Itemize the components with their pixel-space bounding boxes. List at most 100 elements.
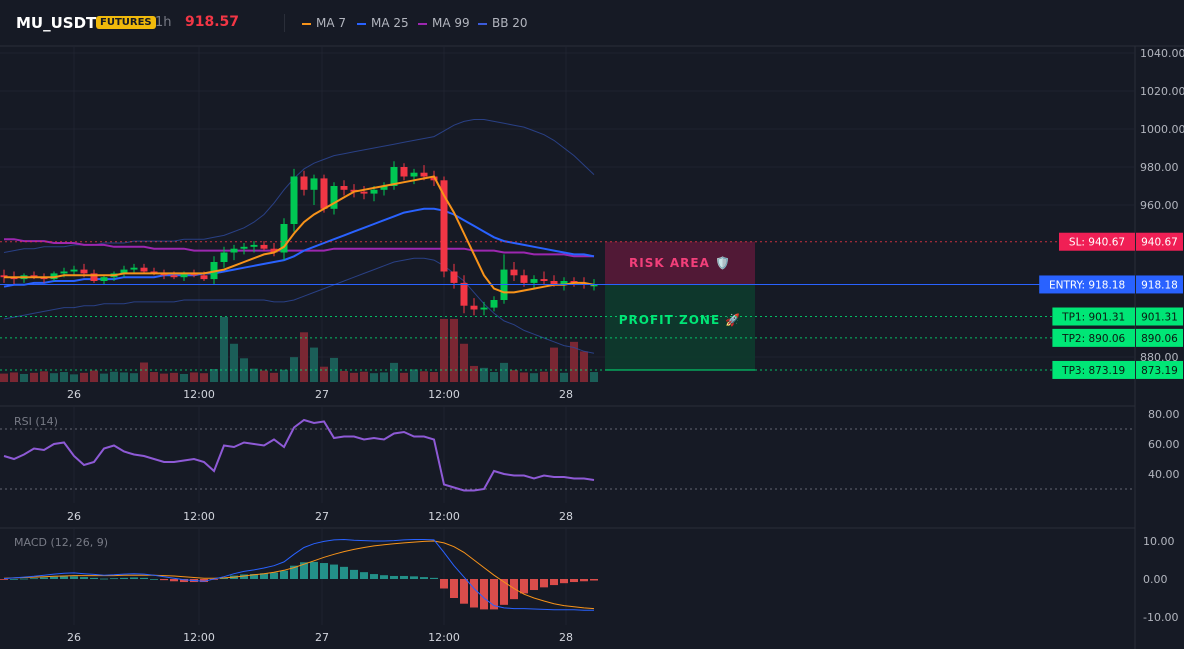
macd-histogram-bar (320, 563, 328, 579)
candle-body (410, 172, 418, 177)
volume-bar (470, 365, 478, 382)
macd-histogram-bar (450, 579, 458, 598)
macd-histogram-bar (170, 579, 178, 582)
volume-bar (580, 351, 588, 382)
volume-bar (450, 318, 458, 382)
volume-bar (540, 371, 548, 382)
macd-histogram-bar (590, 579, 598, 581)
candle-body (200, 275, 208, 280)
volume-bar (120, 372, 128, 382)
volume-bar (100, 373, 108, 382)
macd-histogram-bar (110, 578, 118, 580)
macd-histogram-bar (420, 577, 428, 579)
bb-lower-line (3, 257, 595, 354)
volume-bar (560, 372, 568, 382)
volume-bar (320, 366, 328, 382)
legend-label-ma25: MA 25 (371, 16, 409, 30)
volume-bar (90, 370, 98, 382)
legend-ma99[interactable]: MA 99 (418, 16, 470, 30)
macd-histogram-bar (360, 572, 368, 579)
level-price-tag (1136, 328, 1183, 347)
candle-body (310, 178, 318, 190)
volume-bar (420, 371, 428, 382)
macd-histogram-bar (90, 577, 98, 579)
volume-bar (80, 372, 88, 382)
candle-body (80, 269, 88, 274)
level-price-label: 918.18 (1141, 279, 1178, 291)
price-tick-label: 960.00 (1140, 199, 1179, 212)
rsi-tick-label: 60.00 (1148, 438, 1180, 451)
macd-histogram-bar (330, 564, 338, 579)
volume-bar (530, 373, 538, 382)
volume-bar (140, 362, 148, 382)
level-tag-label: SL: 940.67 (1069, 237, 1125, 249)
volume-bar (110, 371, 118, 382)
volume-bar (350, 372, 358, 382)
candle-body (540, 279, 548, 281)
level-price-label: 873.19 (1141, 365, 1178, 377)
legend-ma7[interactable]: MA 7 (302, 16, 346, 30)
macd-histogram-bar (200, 579, 208, 583)
volume-bar (50, 373, 58, 382)
candle-body (460, 282, 468, 306)
level-tag-entry (1039, 275, 1135, 294)
symbol-title[interactable]: MU_USDT (16, 14, 97, 32)
candle-body (450, 271, 458, 283)
volume-bar (230, 343, 238, 382)
candle-body (390, 167, 398, 186)
volume-bar (520, 372, 528, 382)
timeframe-selector[interactable]: 1h (155, 15, 172, 30)
macd-histogram-bar (400, 575, 408, 579)
ma99-line (4, 238, 594, 258)
macd-tick-label: 10.00 (1143, 535, 1175, 548)
volume-bar (210, 369, 218, 382)
macd-histogram-bar (40, 577, 48, 579)
candle-body (330, 186, 338, 209)
candle-body (300, 176, 308, 190)
volume-bar (10, 372, 18, 382)
risk-zone (605, 241, 755, 285)
x-axis-label: 28 (559, 388, 573, 401)
level-tag-label: TP2: 890.06 (1061, 333, 1125, 345)
macd-histogram-bar (20, 578, 28, 580)
macd-histogram-bar (140, 577, 148, 579)
level-tag-tp1 (1052, 307, 1135, 326)
volume-bar (160, 373, 168, 382)
macd-histogram-bar (310, 561, 318, 579)
macd-histogram-bar (480, 579, 488, 610)
x-axis-label: 12:00 (183, 388, 215, 401)
legend-bb20[interactable]: BB 20 (478, 16, 528, 30)
macd-histogram-bar (410, 576, 418, 579)
volume-bar (390, 362, 398, 382)
volume-bar (130, 373, 138, 382)
macd-histogram-bar (500, 579, 508, 605)
macd-histogram-bar (160, 579, 168, 581)
macd-histogram-bar (220, 577, 228, 579)
rsi-tick-label: 80.00 (1148, 408, 1180, 421)
candle-body (370, 189, 378, 194)
last-price: 918.57 (185, 14, 240, 30)
candle-body (420, 172, 428, 177)
candle-body (320, 178, 328, 209)
rsi-tick-label: 40.00 (1148, 468, 1180, 481)
macd-signal-line (3, 540, 595, 610)
volume-bar (20, 373, 28, 382)
volume-bar (170, 372, 178, 382)
volume-bar (240, 358, 248, 382)
macd-histogram-bar (50, 576, 58, 579)
candle-body (250, 244, 258, 247)
volume-bar (200, 373, 208, 382)
header-divider (284, 14, 285, 32)
x-axis-label: 26 (67, 388, 81, 401)
level-price-tag (1136, 307, 1183, 326)
legend-ma25[interactable]: MA 25 (357, 16, 409, 30)
profit-zone-label: PROFIT ZONE 🚀 (619, 313, 742, 327)
candle-body (70, 269, 78, 272)
volume-bar (490, 372, 498, 382)
legend-swatch-ma7 (302, 22, 311, 25)
macd-histogram-bar (70, 576, 78, 579)
macd-histogram-bar (250, 574, 258, 579)
macd-histogram-bar (120, 577, 128, 579)
legend-label-ma7: MA 7 (316, 16, 347, 30)
